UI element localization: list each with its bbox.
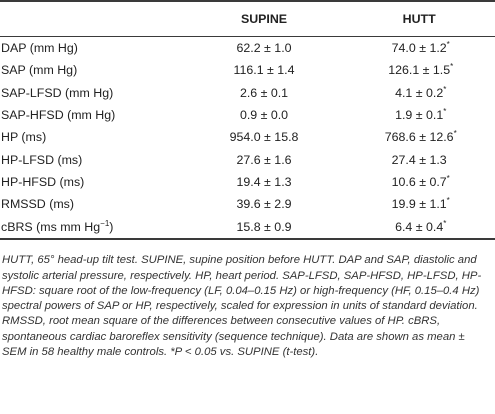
table-row: RMSSD (ms) 39.6 ± 2.9 19.9 ± 1.1 * <box>0 193 495 215</box>
table-row: DAP (mm Hg) 62.2 ± 1.0 74.0 ± 1.2 * <box>0 37 495 60</box>
row-label: SAP-HFSD (mm Hg) <box>1 108 116 123</box>
significance-marker: * <box>453 129 457 139</box>
significance-marker: * <box>446 173 450 183</box>
supine-value: 116.1 ± 1.4 <box>233 63 295 78</box>
hutt-value: 74.0 ± 1.2 * <box>391 40 450 56</box>
significance-marker: * <box>450 62 454 72</box>
hutt-value: 27.4 ± 1.3 <box>391 152 447 167</box>
supine-value: 19.4 ± 1.3 <box>236 174 292 189</box>
table-footnote: HUTT, 65° head-up tilt test. SUPINE, sup… <box>2 254 482 359</box>
row-label: HP-HFSD (ms) <box>1 174 85 189</box>
table-row: HP-LFSD (ms) 27.6 ± 1.6 27.4 ± 1.3 <box>0 148 495 170</box>
table-row: SAP-LFSD (mm Hg) 2.6 ± 0.1 4.1 ± 0.2 * <box>0 82 495 104</box>
row-label: RMSSD (ms) <box>1 197 74 212</box>
row-label: DAP (mm Hg) <box>1 41 78 56</box>
significance-marker: * <box>446 196 450 206</box>
table-body: DAP (mm Hg) 62.2 ± 1.0 74.0 ± 1.2 * SAP (mm … <box>0 37 495 240</box>
table-row: SAP (mm Hg) 116.1 ± 1.4 126.1 ± 1.5 * <box>0 59 495 81</box>
hutt-value: 4.1 ± 0.2 * <box>395 84 447 100</box>
significance-marker: * <box>443 84 447 94</box>
hutt-value: 6.4 ± 0.4 * <box>343 215 495 240</box>
header-hutt: HUTT <box>343 0 495 37</box>
row-label: SAP (mm Hg) <box>1 63 78 78</box>
hutt-value: 19.9 ± 1.1 * <box>391 196 450 212</box>
hutt-value: 1.9 ± 0.1 * <box>395 107 447 123</box>
hutt-value: 10.6 ± 0.7 * <box>391 173 450 189</box>
header-label-column <box>0 0 185 37</box>
supine-value: 954.0 ± 15.8 <box>229 130 299 145</box>
table-row: HP (ms) 954.0 ± 15.8 768.6 ± 12.6 * <box>0 126 495 148</box>
row-label: cBRS (ms mm Hg−1) <box>0 215 185 240</box>
significance-marker: * <box>443 218 447 228</box>
row-label: HP (ms) <box>1 130 47 145</box>
hutt-value: 126.1 ± 1.5 * <box>388 62 454 78</box>
supine-value: 62.2 ± 1.0 <box>236 41 292 56</box>
supine-value: 2.6 ± 0.1 <box>239 85 289 100</box>
row-label: HP-LFSD (ms) <box>1 152 83 167</box>
supine-value: 27.6 ± 1.6 <box>236 152 292 167</box>
table-row: SAP-HFSD (mm Hg) 0.9 ± 0.0 1.9 ± 0.1 * <box>0 104 495 126</box>
header-row: SUPINE HUTT <box>0 0 495 37</box>
row-label: SAP-LFSD (mm Hg) <box>1 85 114 100</box>
header-supine: SUPINE <box>184 0 344 37</box>
table-row: HP-HFSD (ms) 19.4 ± 1.3 10.6 ± 0.7 * <box>0 171 495 193</box>
significance-marker: * <box>446 40 450 50</box>
significance-marker: * <box>443 107 447 117</box>
results-table: SUPINE HUTT DAP (mm Hg) 62.2 ± 1.0 74.0 ± … <box>0 0 495 240</box>
supine-value: 0.9 ± 0.0 <box>239 108 289 123</box>
supine-value: 15.8 ± 0.9 <box>184 215 344 240</box>
unit-exponent: −1 <box>100 218 110 228</box>
supine-value: 39.6 ± 2.9 <box>236 197 292 212</box>
hutt-value: 768.6 ± 12.6 * <box>384 129 457 145</box>
table-row: cBRS (ms mm Hg−1) 15.8 ± 0.9 6.4 ± 0.4 * <box>0 215 495 240</box>
